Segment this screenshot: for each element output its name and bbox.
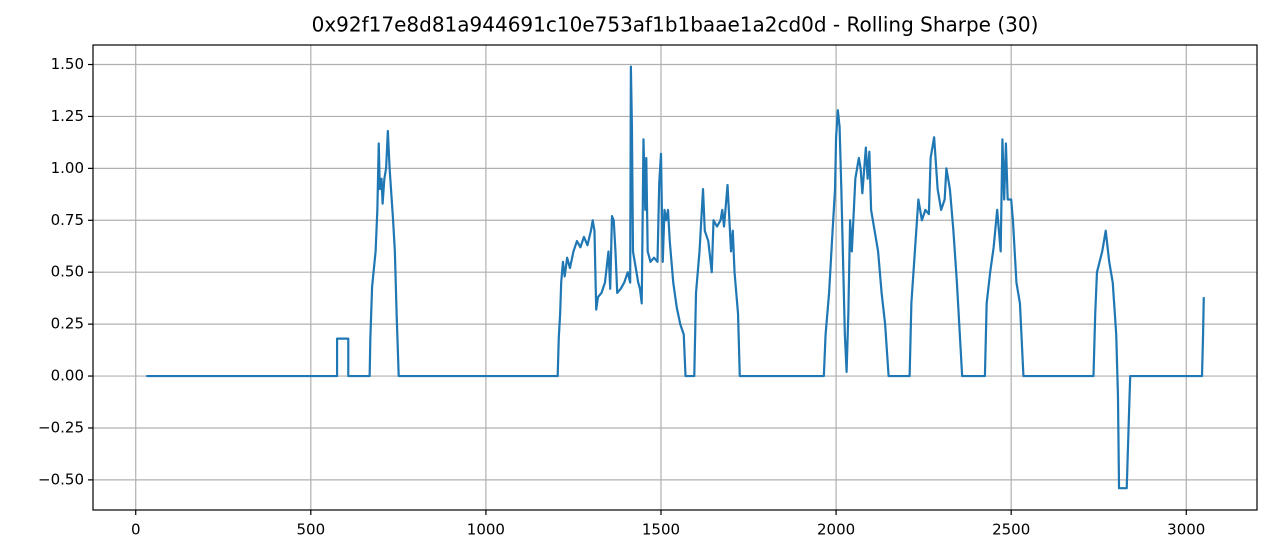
y-tick-label: −0.25	[38, 418, 84, 436]
y-tick-label: 0.75	[51, 211, 84, 229]
y-tick-label: 1.25	[51, 107, 84, 125]
x-tick-label: 1500	[642, 521, 680, 539]
plot-frame	[92, 44, 1258, 511]
x-tick-label: 2000	[817, 521, 855, 539]
chart-title: 0x92f17e8d81a944691c10e753af1b1baae1a2cd…	[312, 13, 1039, 37]
x-tick-label: 1000	[467, 521, 505, 539]
y-tick-label: 0.25	[51, 315, 84, 333]
x-tick-label: 3000	[1167, 521, 1205, 539]
y-tick-label: 0.50	[51, 263, 84, 281]
y-tick-label: 1.50	[51, 55, 84, 73]
series-line	[146, 65, 1205, 490]
x-tick-label: 0	[131, 521, 141, 539]
y-tick-label: 0.00	[51, 367, 84, 385]
y-tick-label: −0.50	[38, 470, 84, 488]
x-tick-label: 2500	[992, 521, 1030, 539]
x-tick-label: 500	[296, 521, 325, 539]
y-tick-label: 1.00	[51, 159, 84, 177]
